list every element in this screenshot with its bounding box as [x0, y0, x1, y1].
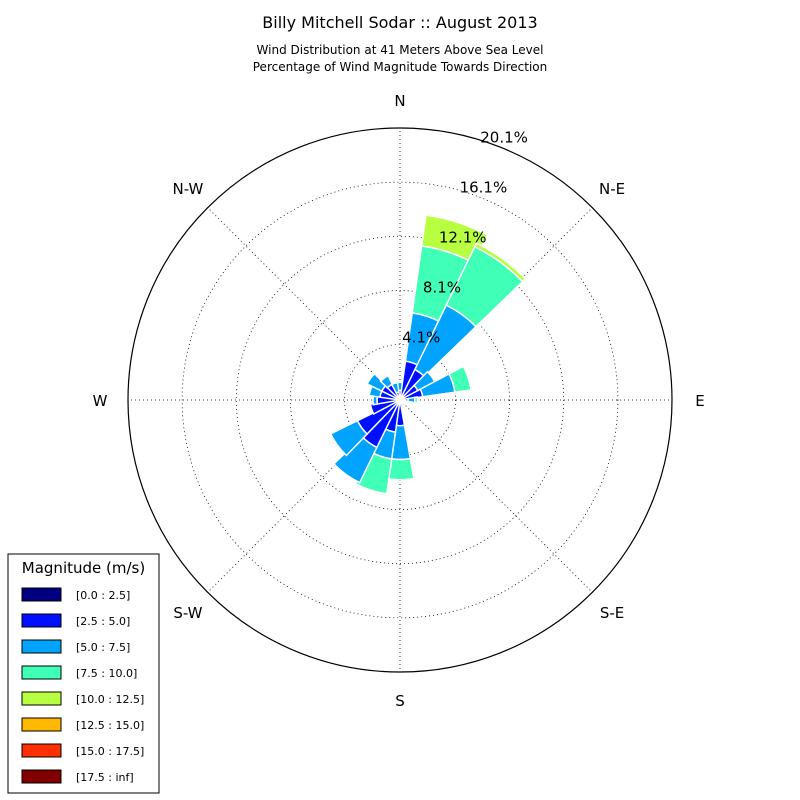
grid-ring	[344, 344, 456, 456]
direction-labels: N N-E E S-E S S-W W N-W	[93, 92, 705, 710]
legend-label: [7.5 : 10.0]	[76, 667, 137, 680]
legend-swatch	[21, 743, 62, 758]
direction-label: S	[395, 692, 405, 710]
wind-bar-segment	[473, 242, 527, 283]
direction-label: N	[394, 92, 405, 110]
legend-label: [10.0 : 12.5]	[76, 693, 144, 706]
wind-bar-segment	[354, 451, 393, 495]
ring-label: 16.1%	[460, 179, 508, 197]
direction-label: S-W	[173, 604, 202, 622]
direction-label: E	[695, 392, 704, 410]
legend-swatch	[21, 587, 62, 602]
wind-bars	[329, 214, 527, 495]
legend-swatch	[21, 769, 62, 784]
wind-bar-segment	[447, 365, 472, 394]
wind-bar-segment	[329, 419, 369, 457]
legend-label: [0.0 : 2.5]	[76, 589, 130, 602]
ring-labels: 4.1% 8.1% 12.1% 16.1% 20.1%	[402, 129, 528, 347]
ring-label: 12.1%	[439, 229, 487, 247]
legend: Magnitude (m/s) [0.0 : 2.5] [2.5 : 5.0] [5…	[7, 553, 160, 794]
polar-frame	[127, 127, 673, 673]
wind-bar-segment	[413, 396, 419, 404]
grid-ring	[181, 181, 619, 619]
chart-subtitle-line-2: Percentage of Wind Magnitude Towards Dir…	[253, 60, 547, 74]
direction-label: S-E	[600, 604, 624, 622]
legend-swatch	[21, 613, 62, 628]
ring-label: 20.1%	[480, 129, 528, 147]
legend-label: [2.5 : 5.0]	[76, 615, 130, 628]
legend-swatch	[21, 691, 62, 706]
grid-spoke	[399, 399, 593, 593]
wind-bar-segment	[332, 435, 378, 484]
legend-label: [17.5 : inf]	[76, 771, 134, 784]
wind-bar-segment	[407, 396, 416, 404]
ring-label: 8.1%	[423, 279, 461, 297]
chart-subtitle-line-1: Wind Distribution at 41 Meters Above Sea…	[257, 43, 544, 57]
wind-bar-segment	[390, 381, 400, 394]
ring-label: 4.1%	[402, 329, 440, 347]
direction-label: W	[93, 392, 108, 410]
legend-label: [15.0 : 17.5]	[76, 745, 144, 758]
legend-swatch	[21, 639, 62, 654]
legend-swatch	[21, 665, 62, 680]
legend-swatch	[21, 717, 62, 732]
wind-bar-segment	[420, 214, 489, 264]
legend-title: Magnitude (m/s)	[22, 559, 145, 577]
legend-label: [5.0 : 7.5]	[76, 641, 130, 654]
chart-title: Billy Mitchell Sodar :: August 2013	[262, 13, 537, 32]
direction-label: N-E	[599, 180, 625, 198]
wind-bar-segment	[379, 374, 394, 389]
direction-label: N-W	[172, 180, 203, 198]
polar-grid	[128, 128, 672, 672]
grid-ring	[289, 289, 510, 510]
wind-bar-segment	[366, 372, 387, 393]
grid-ring	[235, 235, 565, 565]
legend-label: [12.5 : 15.0]	[76, 719, 144, 732]
grid-spoke	[207, 207, 401, 401]
legend-items: [0.0 : 2.5] [2.5 : 5.0] [5.0 : 7.5] [7.5 : …	[21, 587, 144, 784]
